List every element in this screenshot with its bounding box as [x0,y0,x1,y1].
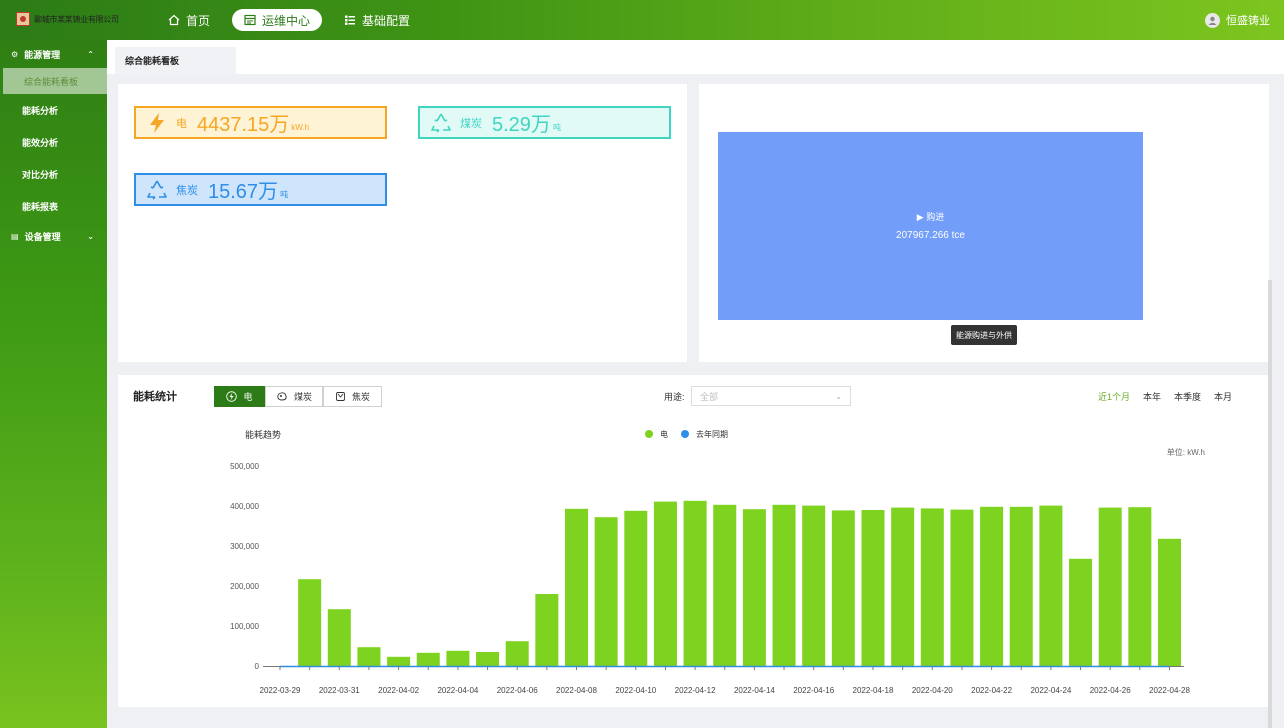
sidebar-item-label: 对比分析 [22,169,59,180]
sidebar-group-label: 能源管理 [24,49,61,60]
card-value: 5.29万 [492,114,551,136]
coke-card: 焦炭 15.67万 吨 [134,173,387,206]
period-this-quarter[interactable]: 本季度 [1174,392,1202,402]
play-icon: ▶ [916,212,927,222]
top-bar: 聊城市某某铸业有限公司 首页 运维中心 基础配置 恒盛铸业 [0,0,1284,40]
card-unit: 吨 [280,189,289,199]
chevron-down-icon: ⌄ [835,391,842,401]
chevron-up-icon: ⌃ [87,49,94,59]
usage-select[interactable]: 全部 ⌄ [691,386,851,406]
energy-tab-coal[interactable]: 煤炭 [265,386,323,407]
coal-icon [277,392,287,401]
sidebar-item-label: 能耗分析 [22,105,59,116]
usage-label: 用途: [664,392,685,402]
dashboard-icon [244,14,256,26]
company-name: 聊城市某某铸业有限公司 [34,14,119,24]
usage-select-value: 全部 [700,391,719,402]
card-unit: kW.h [291,122,310,132]
electricity-card: 电 4437.15万 kW.h [134,106,387,139]
sidebar-item-consumption-analysis[interactable]: 能耗分析 [0,94,107,126]
nav-home-label: 首页 [186,13,211,28]
card-name: 焦炭 [176,184,198,197]
nav-config-label: 基础配置 [362,13,411,28]
chevron-down-icon: ⌄ [87,231,94,241]
tab-strip: 综合能耗看板 [107,40,1284,74]
energy-tab-label: 焦炭 [351,392,370,402]
avatar [1205,12,1220,28]
period-last-month[interactable]: 近1个月 [1098,392,1131,402]
sankey-node-purchase[interactable]: ▶ 购进 207967.266 tce [718,132,1143,320]
user-menu[interactable]: 恒盛铸业 [1205,12,1270,28]
tab-label: 综合能耗看板 [125,56,180,66]
coke-icon [336,392,345,401]
nav-base-config[interactable]: 基础配置 [336,9,418,31]
settings-icon: ⚙ [11,49,19,59]
company-logo[interactable]: 聊城市某某铸业有限公司 [16,12,119,26]
energy-tab-electricity[interactable]: 电 [214,386,265,407]
energy-tab-label: 电 [243,392,253,402]
energy-type-tabs: 电 煤炭 焦炭 [214,386,382,407]
sidebar-group-equipment[interactable]: ▤ 设备管理 ⌄ [0,222,107,250]
stats-title: 能耗统计 [133,391,177,403]
user-name: 恒盛铸业 [1226,15,1270,27]
period-this-year[interactable]: 本年 [1143,392,1162,402]
top-nav: 首页 运维中心 基础配置 [160,9,418,31]
stats-panel [118,375,1269,707]
card-name: 电 [176,117,187,130]
sankey-node-name: 购进 [926,212,945,222]
sidebar-item-label: 能效分析 [22,137,59,148]
recycle-icon [147,180,167,200]
sankey-node-label: ▶ 购进 [718,210,1143,223]
list-icon [345,15,356,25]
energy-tab-label: 煤炭 [293,392,312,402]
card-value: 4437.15万 [197,114,290,136]
sidebar-item-label: 能耗报表 [22,201,59,212]
nav-ops-center[interactable]: 运维中心 [232,9,323,31]
sidebar: ⚙ 能源管理 ⌃ 综合能耗看板 能耗分析 能效分析 对比分析 能耗报表 ▤ 设备… [0,40,107,728]
sankey-tooltip: 能源购进与外供 [951,325,1017,345]
card-value: 15.67万 [208,181,279,203]
sidebar-item-comparison[interactable]: 对比分析 [0,158,107,190]
sidebar-group-label: 设备管理 [24,231,61,242]
card-unit: 吨 [552,122,561,132]
card-name: 煤炭 [460,117,482,130]
sankey-node-value: 207967.266 tce [896,230,965,241]
sidebar-group-energy[interactable]: ⚙ 能源管理 ⌃ [0,40,107,68]
sidebar-item-efficiency-analysis[interactable]: 能效分析 [0,126,107,158]
recycle-icon [431,113,451,133]
logo-icon [16,12,30,26]
period-filters: 近1个月 本年 本季度 本月 [1098,390,1232,403]
period-this-month[interactable]: 本月 [1214,392,1233,402]
energy-tab-coke[interactable]: 焦炭 [323,386,382,407]
sidebar-item-label: 综合能耗看板 [24,76,79,87]
tab-dashboard[interactable]: 综合能耗看板 [115,47,236,74]
device-icon: ▤ [11,231,19,241]
nav-ops-label: 运维中心 [262,13,311,28]
user-avatar-icon [1208,16,1217,25]
home-icon [168,14,180,26]
sidebar-item-report[interactable]: 能耗报表 [0,190,107,222]
lightning-icon [226,391,238,402]
lightning-icon [150,112,164,133]
coal-card: 煤炭 5.29万 吨 [418,106,671,139]
scrollbar[interactable] [1268,280,1272,728]
nav-home[interactable]: 首页 [160,9,218,31]
sidebar-item-dashboard[interactable]: 综合能耗看板 [3,68,107,94]
